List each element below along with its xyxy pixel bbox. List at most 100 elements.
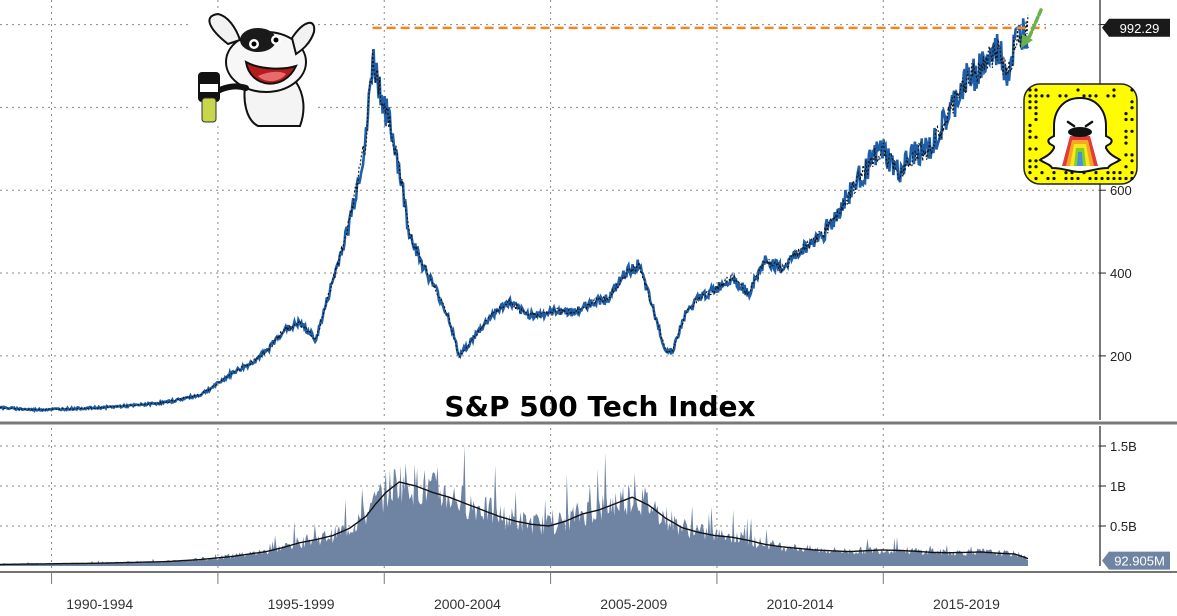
snapcode-dot	[1064, 176, 1068, 181]
volume-tick-label-1: 1B	[1110, 479, 1126, 494]
snapcode-dot	[1124, 141, 1128, 145]
snapcode-dot	[1088, 176, 1092, 181]
price-tick-label-1: 400	[1110, 266, 1132, 281]
snapcode-dot	[1028, 88, 1032, 92]
snapcode-dot	[1028, 100, 1032, 104]
snapcode-dot	[1070, 176, 1074, 181]
snapcode-dot	[1118, 176, 1122, 181]
snapcode-dot	[1028, 171, 1032, 175]
snapcode-dot	[1034, 165, 1038, 169]
snapcode-dot	[1034, 176, 1038, 181]
price-tick-label-2: 600	[1110, 183, 1132, 198]
snapcode-dot	[1046, 94, 1050, 98]
snapcode-dot	[1028, 165, 1032, 169]
snapcode-dot	[1130, 129, 1134, 133]
snapcode-dot	[1046, 176, 1050, 181]
snapcode-dot	[1124, 129, 1128, 133]
snapcode-dot	[1130, 100, 1134, 104]
snapcode-dot	[1028, 159, 1032, 163]
snapcode-dot	[1028, 123, 1032, 127]
snapcode-dot	[1100, 176, 1104, 181]
arrow-shaft	[1026, 8, 1043, 42]
snapcode-dot	[1034, 147, 1038, 151]
x-axis-periods: 1990-1994 1995-1999 2000-2004 2005-2009 2010…	[51, 572, 1000, 612]
snapcode-dot	[1052, 171, 1056, 175]
x-period-label-5: 2015-2019	[933, 596, 1000, 612]
snapcode-dot	[1088, 94, 1092, 98]
volume-area-layer	[0, 445, 1029, 566]
volume-last-value-text: 92.905M	[1114, 554, 1165, 569]
snapcode-dot	[1094, 94, 1098, 98]
snapcode-dot	[1034, 94, 1038, 98]
snapcode-dot	[1034, 117, 1038, 122]
volume-tick-label-0: 0.5B	[1110, 519, 1137, 534]
price-last-value-text: 992.29	[1120, 21, 1160, 36]
snapcode-dot	[1124, 117, 1128, 122]
x-period-label-2: 2000-2004	[434, 596, 501, 612]
snapcode-dot	[1124, 176, 1128, 181]
volume-last-value-badge: 92.905M	[1102, 551, 1170, 570]
snapcode-dot	[1124, 165, 1128, 169]
price-line-layer	[0, 14, 1030, 413]
snapcode-dot	[1112, 171, 1116, 175]
snapcode-dot	[1040, 171, 1044, 175]
snapcode-dot	[1112, 94, 1116, 98]
snapcode-dot	[1094, 171, 1098, 175]
snapcode-dot	[1112, 88, 1116, 92]
snapcode-dot	[1106, 94, 1110, 98]
volume-badge-shape	[1102, 551, 1170, 570]
x-period-label-4: 2010-2014	[767, 596, 834, 612]
snapcode-dot	[1034, 159, 1038, 163]
snapcode-dot	[1106, 176, 1110, 181]
snapcode-dot	[1130, 176, 1134, 181]
snapcode-dot	[1124, 112, 1128, 116]
snapcode-dot	[1094, 176, 1098, 181]
snapcode-dot	[1028, 147, 1032, 151]
snapcode-dot	[1040, 94, 1044, 98]
snapcode-dot	[1028, 94, 1032, 98]
green-arrow-icon	[1021, 8, 1043, 48]
snapcode-dot	[1124, 135, 1128, 139]
snapcode-icon	[1023, 83, 1138, 185]
price-line-dark	[0, 14, 1029, 411]
dog-mascot-icon	[188, 10, 316, 127]
snapcode-dot	[1076, 176, 1080, 181]
snapcode-dot	[1130, 88, 1134, 92]
volume-area	[0, 445, 1028, 566]
price-badge-shape	[1102, 18, 1170, 37]
price-line-blue	[0, 18, 1030, 413]
snapcode-dot	[1130, 106, 1134, 110]
snapcode-dot	[1130, 159, 1134, 163]
volume-average-line	[0, 481, 1029, 566]
snapcode-dot	[1058, 94, 1062, 98]
snapcode-dot	[1064, 94, 1068, 98]
snapcode-dot	[1124, 153, 1128, 157]
snapcode-dot	[1034, 106, 1038, 110]
snapcode-dot	[1034, 112, 1038, 116]
snapcode-dots	[1028, 88, 1134, 181]
snapcode-dot	[1112, 176, 1116, 181]
snapcode-dot	[1064, 171, 1068, 175]
x-period-label-0: 1990-1994	[66, 596, 133, 612]
snapcode-dot	[1034, 135, 1038, 139]
price-grid	[0, 0, 1100, 420]
chart-title: S&P 500 Tech Index	[444, 390, 755, 423]
snapcode-dot	[1028, 129, 1032, 133]
arrow-head	[1021, 34, 1033, 48]
price-y-ticks: 200 400 600	[1100, 24, 1132, 364]
volume-y-ticks: 0.5B 1B 1.5B	[1100, 439, 1137, 534]
volume-tick-label-2: 1.5B	[1110, 439, 1137, 454]
price-tick-label-0: 200	[1110, 349, 1132, 364]
snapcode-dot	[1034, 88, 1038, 92]
snapcode-dot	[1052, 176, 1056, 181]
snapcode-dot	[1034, 100, 1038, 104]
x-period-label-1: 1995-1999	[268, 596, 335, 612]
snapcode-dot	[1028, 106, 1032, 110]
snapcode-dot	[1106, 171, 1110, 175]
snapcode-dot	[1118, 171, 1122, 175]
snapcode-dot	[1076, 88, 1080, 92]
snapcode-dot	[1130, 117, 1134, 122]
snapcode-dot	[1130, 153, 1134, 157]
